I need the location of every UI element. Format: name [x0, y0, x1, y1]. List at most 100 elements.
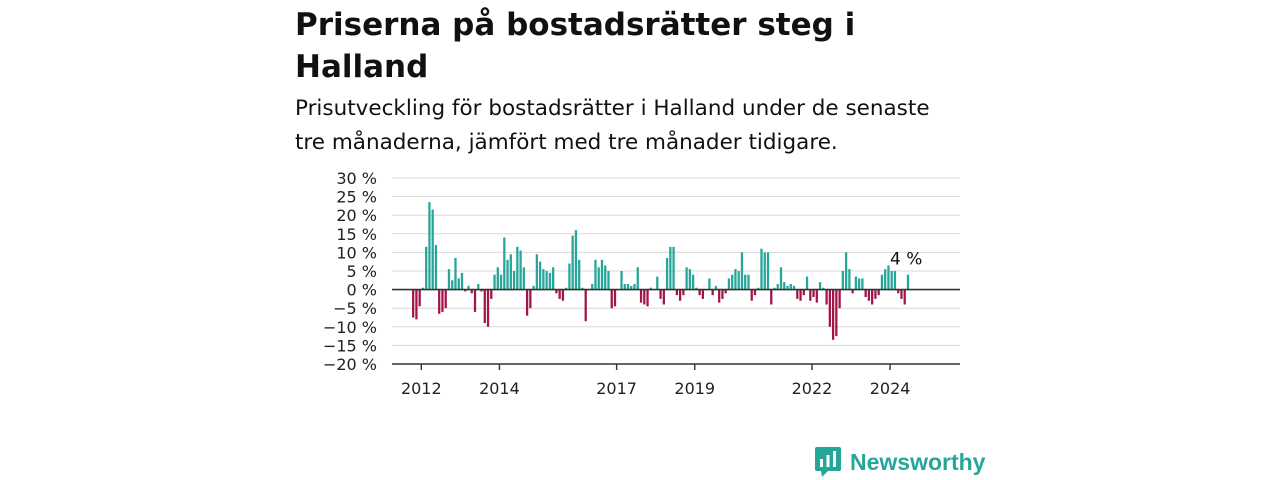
bar — [721, 289, 724, 299]
y-tick-label: 10 % — [336, 243, 377, 262]
bar — [747, 274, 750, 290]
bar — [831, 289, 835, 340]
x-tick-label: 2024 — [870, 379, 911, 398]
bar — [516, 246, 519, 290]
chart-header: Priserna på bostadsrätter steg i Halland… — [295, 4, 995, 160]
bar — [512, 271, 516, 290]
bar — [786, 285, 789, 290]
bar — [864, 289, 867, 298]
y-tick-label: 15 % — [336, 225, 377, 244]
bar — [776, 284, 779, 290]
x-tick-label: 2019 — [674, 379, 715, 398]
bar — [770, 289, 773, 305]
bar — [535, 254, 539, 290]
bar — [890, 271, 893, 290]
bar — [734, 269, 737, 290]
bar — [691, 274, 695, 290]
bar — [861, 278, 864, 290]
x-tick-label: 2014 — [479, 379, 520, 398]
bar — [503, 237, 506, 290]
bar — [607, 271, 610, 290]
bar — [711, 289, 714, 296]
bar — [815, 289, 818, 303]
bar — [659, 289, 662, 299]
y-tick-label: 5 % — [347, 262, 377, 281]
bar — [903, 289, 906, 305]
bar — [486, 289, 490, 327]
bar — [757, 287, 760, 290]
bar — [630, 285, 633, 290]
bar — [682, 289, 685, 296]
bar — [714, 285, 718, 290]
bar — [565, 287, 568, 290]
bar — [639, 289, 643, 303]
bar — [851, 289, 854, 294]
bar — [877, 289, 880, 296]
bar — [802, 289, 805, 296]
bar — [441, 289, 444, 312]
bar — [545, 271, 548, 290]
bar — [548, 272, 552, 290]
bar — [779, 267, 783, 290]
bar-series — [412, 202, 910, 340]
bar — [444, 289, 447, 309]
bar — [675, 289, 678, 296]
bar — [538, 261, 542, 290]
bar — [828, 289, 831, 327]
bar — [594, 259, 597, 290]
chart-subtitle: Prisutveckling för bostadsrätter i Halla… — [295, 96, 930, 155]
bar — [796, 289, 799, 299]
bar — [783, 282, 786, 290]
bar — [672, 246, 675, 290]
bar — [799, 289, 802, 301]
bar — [620, 271, 623, 290]
bar — [685, 267, 688, 290]
bar — [421, 287, 425, 290]
bar — [626, 284, 630, 290]
bar — [867, 289, 871, 301]
y-tick-label: −20 % — [323, 355, 377, 374]
bar — [884, 269, 887, 290]
bar — [473, 289, 477, 312]
bar — [900, 289, 903, 299]
bar — [822, 287, 825, 290]
bar — [669, 246, 672, 290]
bar — [428, 202, 431, 290]
bar — [838, 289, 841, 309]
bar — [636, 267, 639, 290]
x-tick-label: 2012 — [401, 379, 442, 398]
bar — [431, 209, 434, 290]
bar — [555, 289, 558, 294]
bar — [897, 289, 900, 294]
bar — [825, 289, 828, 305]
bar — [708, 278, 711, 290]
bar — [493, 274, 496, 290]
bar — [597, 267, 600, 290]
bar — [906, 274, 910, 290]
bar — [451, 280, 454, 290]
bar — [542, 269, 545, 290]
bar — [499, 274, 503, 290]
bar — [737, 271, 740, 290]
y-tick-label: 30 % — [336, 169, 377, 188]
bar — [412, 289, 415, 318]
bar — [415, 289, 418, 320]
bar — [552, 267, 555, 290]
bar — [662, 289, 665, 305]
bar — [574, 230, 578, 290]
bar — [467, 285, 470, 290]
bar — [744, 274, 747, 290]
bar — [519, 250, 522, 290]
bar — [688, 269, 692, 290]
bar — [701, 289, 705, 299]
bar — [438, 289, 441, 314]
gridlines — [392, 177, 960, 346]
bar — [809, 289, 812, 301]
bar — [480, 289, 483, 292]
bar — [584, 289, 587, 322]
bar — [623, 284, 626, 290]
bar — [613, 289, 617, 307]
bar — [731, 274, 734, 290]
bar — [750, 289, 753, 301]
